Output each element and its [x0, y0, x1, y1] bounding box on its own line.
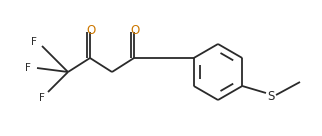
Text: S: S [267, 89, 275, 103]
Text: F: F [31, 37, 37, 47]
Text: O: O [130, 24, 140, 38]
Text: F: F [39, 93, 45, 103]
Text: F: F [25, 63, 31, 73]
Text: O: O [86, 24, 96, 38]
